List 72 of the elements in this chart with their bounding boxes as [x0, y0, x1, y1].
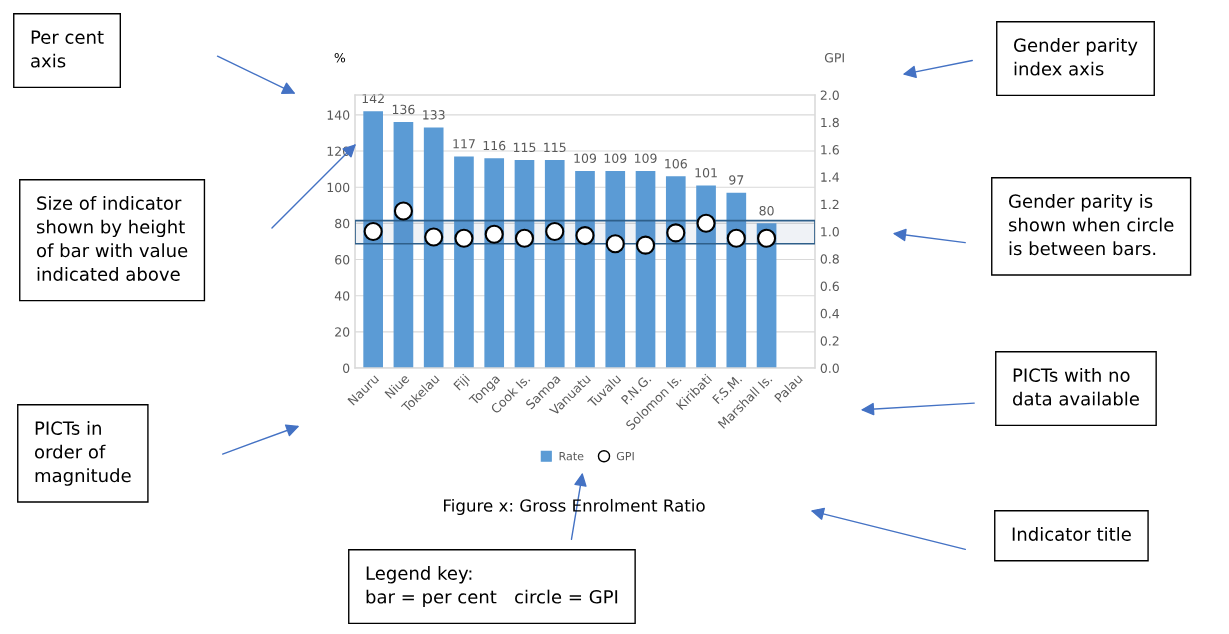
bar	[484, 158, 505, 368]
data-label: 109	[574, 153, 597, 163]
y2-tick-label: 1.2	[821, 199, 839, 209]
data-label: 97	[729, 175, 744, 185]
text: PICTs with no data available	[1013, 368, 1139, 406]
y2-tick-label: 1.6	[821, 145, 839, 155]
data-label: 136	[392, 104, 415, 115]
y2-axis-title: GPI	[824, 52, 844, 63]
y2-tick-label: 0.4	[820, 308, 840, 319]
data-label: 106	[665, 158, 687, 169]
text: Per cent axis	[31, 30, 104, 68]
y2-tick-label: 0.6	[820, 281, 839, 292]
y2-tick-label: 1.0	[821, 226, 839, 237]
bar	[544, 160, 565, 368]
bar	[665, 176, 686, 368]
y-tick-label: 140	[327, 110, 350, 120]
legend-label: Rate	[559, 452, 584, 461]
bar	[514, 160, 535, 368]
y-tick-label: 80	[335, 218, 350, 229]
data-label: 115	[513, 142, 536, 153]
y2-tick-label: 1.8	[821, 117, 839, 128]
bar	[635, 170, 656, 368]
data-label: 109	[634, 153, 657, 163]
point	[514, 228, 535, 248]
y-tick-label: 20	[335, 327, 350, 337]
text: PICTs in order of magnitude	[35, 421, 131, 486]
point	[545, 221, 565, 242]
point	[484, 224, 504, 244]
data-label: 80	[759, 205, 774, 216]
data-label: 117	[453, 139, 475, 149]
data-label: 101	[695, 167, 717, 178]
y-tick-label: 0	[343, 363, 350, 373]
y-tick-label: 60	[335, 254, 350, 265]
point	[666, 223, 686, 243]
bar	[605, 170, 626, 368]
y2-tick-label: 1.4	[821, 172, 840, 182]
x-tick-label: Fiji	[453, 373, 472, 393]
point	[696, 213, 716, 233]
legend-label: GPI	[616, 451, 634, 461]
point	[424, 227, 444, 247]
text: Size of indicator shown by height of bar with value indicated above	[36, 196, 188, 281]
bar	[726, 192, 747, 368]
point	[635, 235, 656, 255]
data-label: 115	[544, 142, 566, 153]
text: Gender parity is shown when circle is between bars.	[1008, 194, 1174, 256]
point	[757, 228, 777, 248]
point	[393, 201, 413, 221]
data-label: 142	[362, 93, 384, 104]
point	[363, 221, 383, 242]
y-tick-label: 100	[327, 182, 350, 193]
point	[726, 228, 746, 248]
point	[454, 228, 474, 248]
text: Gender parity index axis	[1014, 38, 1138, 76]
data-label: 109	[604, 153, 627, 163]
y2-tick-label: 0.0	[820, 363, 839, 373]
data-label: 133	[423, 110, 445, 120]
y2-tick-label: 2.0	[820, 90, 839, 100]
point	[575, 226, 595, 246]
y-tick-label: 40	[334, 291, 350, 301]
data-label: 116	[483, 140, 506, 151]
y2-tick-label: 0.8	[820, 254, 839, 264]
point	[605, 234, 625, 254]
y-axis-title: %	[334, 52, 346, 63]
bar	[454, 156, 474, 368]
bar	[363, 111, 383, 368]
text: Legend key: bar = per cent circle = GPI	[366, 566, 618, 608]
bar	[393, 122, 414, 368]
text: Indicator title	[1012, 527, 1131, 541]
bar	[423, 127, 444, 368]
bar	[575, 170, 595, 368]
y2-tick-label: 0.2	[820, 336, 839, 346]
bar	[696, 185, 716, 368]
